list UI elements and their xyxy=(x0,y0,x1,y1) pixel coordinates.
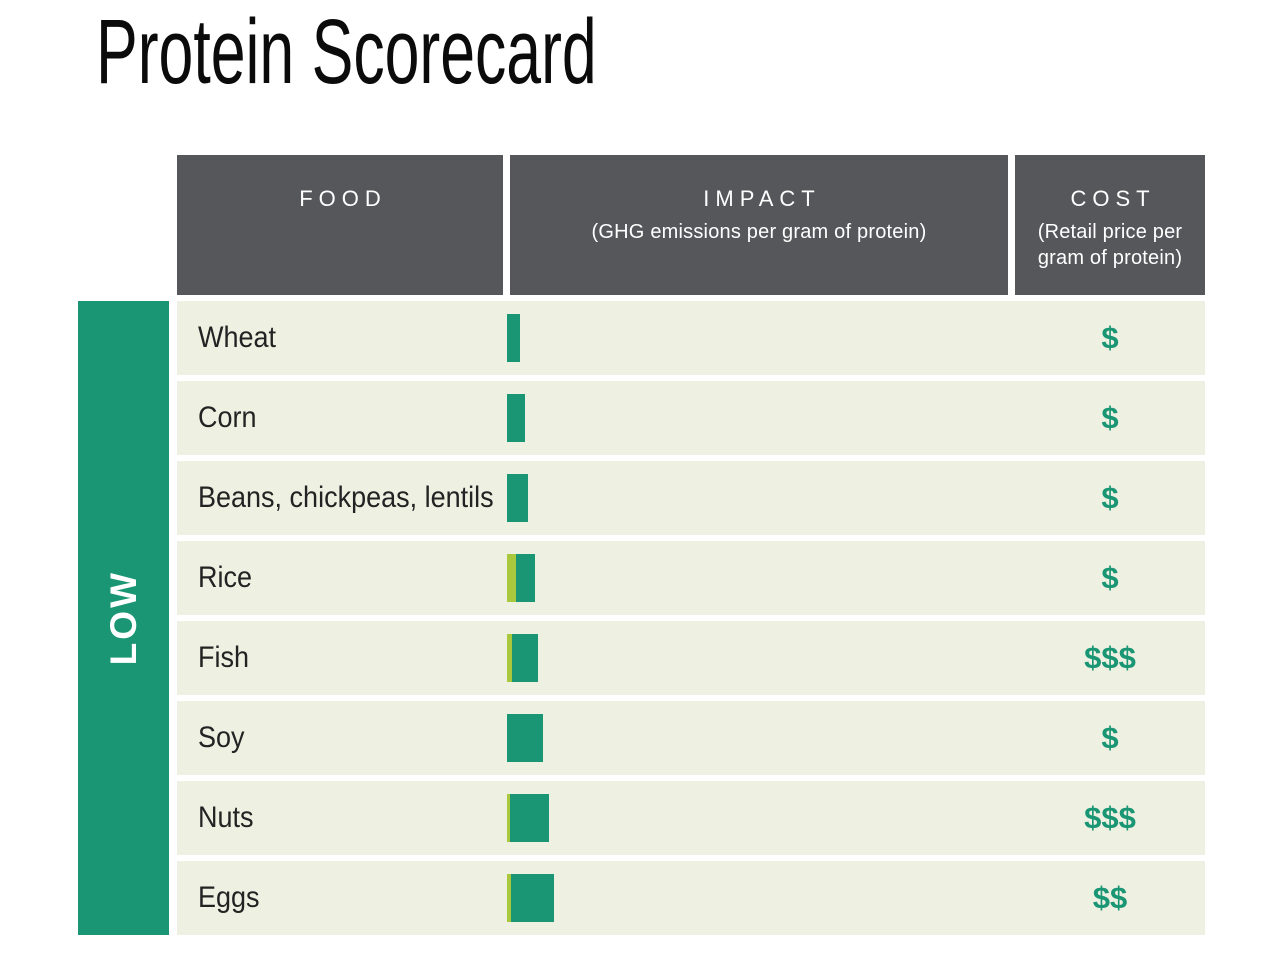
table-row-rice: Rice $ xyxy=(177,541,1205,615)
impact-bar-main xyxy=(516,554,535,602)
table-row-soy: Soy $ xyxy=(177,701,1205,775)
food-label: Nuts xyxy=(198,801,254,834)
impact-bar-main xyxy=(510,794,549,842)
table-row-eggs: Eggs $$ xyxy=(177,861,1205,935)
header-impact-subtitle: (GHG emissions per gram of protein) xyxy=(591,221,927,243)
impact-bar-main xyxy=(507,314,520,362)
cost-rating: $ xyxy=(1101,400,1119,435)
impact-bar-low xyxy=(507,634,512,682)
cost-rating: $$$ xyxy=(1084,800,1136,835)
header-food-label: FOOD xyxy=(299,186,387,211)
impact-bar-main xyxy=(512,634,538,682)
table-row-nuts: Nuts $$$ xyxy=(177,781,1205,855)
impact-bar-low xyxy=(507,874,511,922)
header-cost-label: COST xyxy=(1070,186,1156,211)
page-title: Protein Scorecard xyxy=(96,1,597,103)
impact-group-band-low: LOW xyxy=(78,301,169,935)
impact-group-label: LOW xyxy=(102,570,144,666)
cost-rating: $ xyxy=(1101,720,1119,755)
table-header-cost: COST (Retail price per gram of protein) xyxy=(1015,155,1205,295)
cost-rating: $ xyxy=(1101,480,1119,515)
food-label: Fish xyxy=(198,641,250,674)
header-cost-subtitle: (Retail price per gram of protein) xyxy=(1037,221,1183,269)
impact-bar-low xyxy=(507,794,510,842)
impact-bar xyxy=(507,554,535,602)
header-impact-label: IMPACT xyxy=(703,186,821,211)
impact-bar-main xyxy=(507,394,525,442)
impact-bar-main xyxy=(511,874,554,922)
impact-bar-main xyxy=(507,474,528,522)
impact-bar xyxy=(507,714,543,762)
table-row-corn: Corn $ xyxy=(177,381,1205,455)
food-label: Wheat xyxy=(198,321,277,354)
cost-rating: $$ xyxy=(1092,880,1128,915)
impact-bar-main xyxy=(507,714,543,762)
table-row-fish: Fish $$$ xyxy=(177,621,1205,695)
food-label: Corn xyxy=(198,401,257,434)
cost-rating: $ xyxy=(1101,560,1119,595)
food-label: Soy xyxy=(198,721,245,754)
impact-bar xyxy=(507,474,528,522)
cost-rating: $$$ xyxy=(1084,640,1136,675)
table-row-beans: Beans, chickpeas, lentils $ xyxy=(177,461,1205,535)
table-header-food: FOOD xyxy=(177,155,503,295)
food-label: Rice xyxy=(198,561,253,594)
food-label: Beans, chickpeas, lentils xyxy=(198,481,494,514)
impact-bar xyxy=(507,634,538,682)
impact-bar xyxy=(507,874,554,922)
table-body: Wheat $ Corn $ Beans, chickpeas, lentils… xyxy=(177,301,1205,935)
food-label: Eggs xyxy=(198,881,260,914)
impact-bar-low xyxy=(507,554,516,602)
table-header-impact: IMPACT (GHG emissions per gram of protei… xyxy=(510,155,1008,295)
impact-bar xyxy=(507,394,525,442)
cost-rating: $ xyxy=(1101,320,1119,355)
impact-bar xyxy=(507,794,549,842)
impact-bar xyxy=(507,314,520,362)
table-row-wheat: Wheat $ xyxy=(177,301,1205,375)
